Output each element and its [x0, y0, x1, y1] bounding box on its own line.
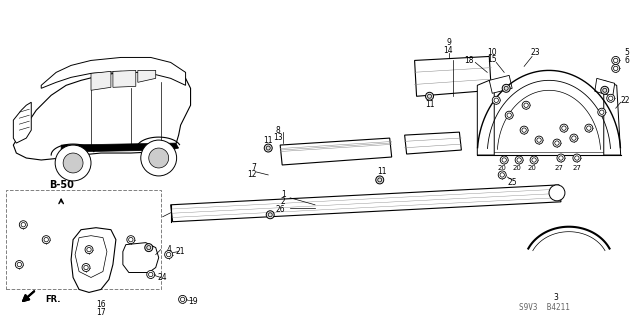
- Text: 4: 4: [166, 245, 171, 254]
- Polygon shape: [138, 70, 156, 82]
- Polygon shape: [415, 56, 492, 96]
- Circle shape: [492, 96, 500, 104]
- Text: 11: 11: [264, 136, 273, 145]
- Text: 3: 3: [554, 293, 559, 302]
- Text: 2: 2: [281, 197, 285, 206]
- Circle shape: [502, 84, 510, 92]
- Text: 1: 1: [281, 190, 285, 199]
- Circle shape: [612, 64, 620, 72]
- Circle shape: [530, 156, 538, 164]
- Text: 16: 16: [96, 300, 106, 309]
- Text: 23: 23: [531, 48, 540, 57]
- Circle shape: [127, 236, 135, 244]
- Text: 8: 8: [276, 126, 280, 135]
- Polygon shape: [477, 80, 494, 155]
- Circle shape: [164, 251, 173, 259]
- Text: 22: 22: [621, 96, 630, 105]
- Text: 25: 25: [508, 178, 517, 187]
- Polygon shape: [595, 78, 614, 96]
- Circle shape: [520, 126, 528, 134]
- Polygon shape: [91, 71, 111, 90]
- Circle shape: [63, 153, 83, 173]
- Circle shape: [15, 261, 23, 269]
- Text: 20: 20: [513, 165, 522, 171]
- Text: 21: 21: [176, 247, 186, 256]
- Text: 24: 24: [158, 273, 168, 282]
- Circle shape: [264, 144, 272, 152]
- Text: 20: 20: [498, 165, 507, 171]
- Text: 11: 11: [377, 167, 387, 176]
- Text: 5: 5: [624, 48, 629, 57]
- Text: 17: 17: [96, 308, 106, 317]
- Text: 27: 27: [572, 165, 581, 171]
- Circle shape: [141, 140, 177, 176]
- Text: 15: 15: [488, 55, 497, 64]
- Circle shape: [560, 124, 568, 132]
- Text: 20: 20: [527, 165, 536, 171]
- Circle shape: [585, 124, 593, 132]
- Circle shape: [376, 176, 384, 184]
- Text: 11: 11: [425, 100, 435, 109]
- Text: 9: 9: [447, 38, 452, 47]
- Text: 27: 27: [554, 165, 563, 171]
- Polygon shape: [489, 75, 512, 93]
- Text: 19: 19: [188, 297, 197, 306]
- Text: 14: 14: [444, 46, 453, 55]
- Polygon shape: [113, 70, 136, 87]
- Polygon shape: [171, 185, 561, 222]
- Text: FR.: FR.: [45, 295, 61, 304]
- Circle shape: [570, 134, 578, 142]
- Circle shape: [557, 154, 565, 162]
- Circle shape: [553, 139, 561, 147]
- Text: 18: 18: [465, 56, 474, 65]
- Polygon shape: [123, 243, 159, 272]
- Text: 12: 12: [248, 170, 257, 179]
- Polygon shape: [280, 138, 392, 165]
- Text: S9V3  B4211: S9V3 B4211: [519, 303, 570, 312]
- Circle shape: [55, 145, 91, 181]
- Text: 26: 26: [275, 205, 285, 214]
- Circle shape: [266, 211, 274, 219]
- Circle shape: [148, 148, 169, 168]
- Text: 6: 6: [624, 56, 629, 65]
- Circle shape: [535, 136, 543, 144]
- Circle shape: [573, 154, 581, 162]
- Polygon shape: [604, 80, 621, 155]
- Circle shape: [179, 295, 187, 303]
- Text: B-50: B-50: [49, 180, 74, 190]
- Circle shape: [82, 263, 90, 271]
- Circle shape: [505, 111, 513, 119]
- Text: 13: 13: [273, 133, 283, 142]
- Circle shape: [612, 56, 620, 64]
- Circle shape: [607, 94, 614, 102]
- Text: 10: 10: [488, 48, 497, 57]
- Polygon shape: [404, 132, 461, 154]
- Circle shape: [147, 271, 155, 278]
- Circle shape: [522, 101, 530, 109]
- Circle shape: [601, 86, 609, 94]
- Circle shape: [515, 156, 523, 164]
- Polygon shape: [13, 102, 31, 143]
- Circle shape: [549, 185, 565, 201]
- Text: 7: 7: [251, 163, 256, 173]
- Polygon shape: [13, 70, 191, 160]
- Circle shape: [426, 92, 433, 100]
- Polygon shape: [61, 143, 179, 152]
- Polygon shape: [71, 228, 116, 293]
- Circle shape: [145, 244, 153, 252]
- Circle shape: [598, 108, 605, 116]
- Polygon shape: [41, 57, 186, 88]
- Circle shape: [19, 221, 28, 229]
- Circle shape: [500, 156, 508, 164]
- Circle shape: [85, 246, 93, 254]
- Circle shape: [42, 236, 50, 244]
- Circle shape: [498, 171, 506, 179]
